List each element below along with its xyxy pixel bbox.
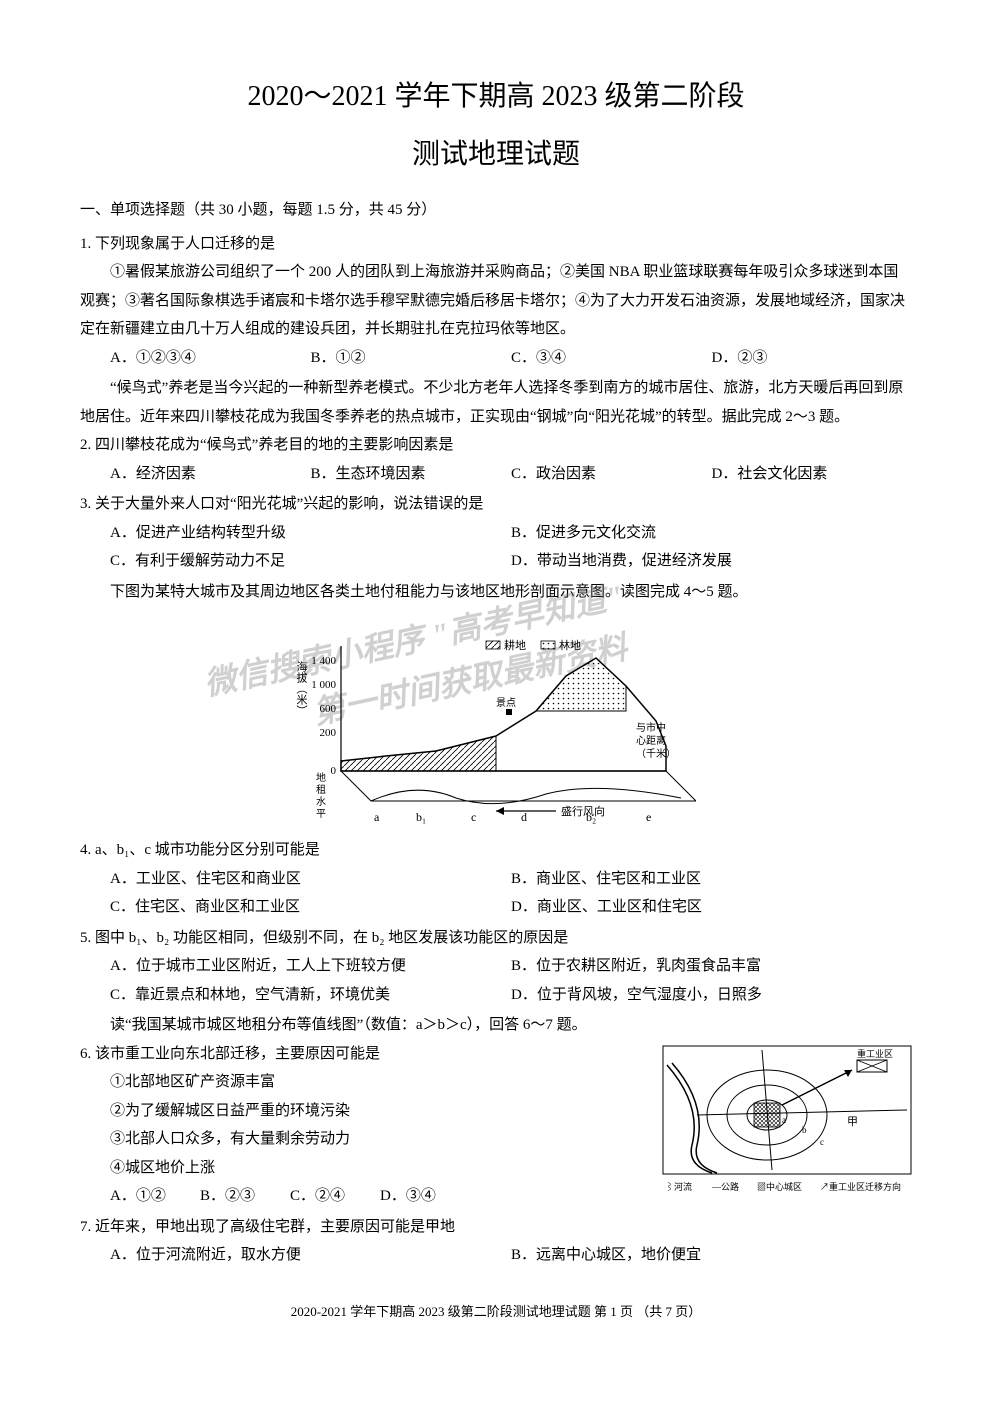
title-line2: 测试地理试题 bbox=[80, 128, 912, 181]
svg-text:耕地: 耕地 bbox=[504, 638, 526, 652]
section-header: 一、单项选择题（共 30 小题，每题 1.5 分，共 45 分） bbox=[80, 196, 912, 225]
q4-opt-b: B．商业区、住宅区和工业区 bbox=[511, 865, 912, 894]
q5-opt-c: C．靠近景点和林地，空气清新，环境优美 bbox=[110, 981, 511, 1010]
svg-text:b₂: b₂ bbox=[586, 810, 596, 824]
q2-opt-b: B．生态环境因素 bbox=[311, 460, 512, 489]
q4-opt-c: C．住宅区、商业区和工业区 bbox=[110, 893, 511, 922]
q2-stem: 2. 四川攀枝花成为“候鸟式”养老目的地的主要影响因素是 bbox=[80, 431, 912, 460]
svg-text:重工业区: 重工业区 bbox=[857, 1048, 893, 1059]
q1-options: A．①②③④ B．①② C．③④ D．②③ bbox=[80, 344, 912, 373]
q3-opt-c: C．有利于缓解劳动力不足 bbox=[110, 547, 511, 576]
q6-opt-d: D．③④ bbox=[380, 1182, 470, 1211]
svg-text:▨中心城区: ▨中心城区 bbox=[757, 1181, 802, 1192]
q3-opt-b: B．促进多元文化交流 bbox=[511, 519, 912, 548]
q4-opt-a: A．工业区、住宅区和商业区 bbox=[110, 865, 511, 894]
q4-options: A．工业区、住宅区和商业区 B．商业区、住宅区和工业区 C．住宅区、商业区和工业… bbox=[80, 865, 912, 922]
svg-text:0: 0 bbox=[331, 765, 337, 777]
q1-opt-a: A．①②③④ bbox=[110, 344, 311, 373]
svg-text:水: 水 bbox=[316, 796, 326, 808]
q2-opt-d: D．社会文化因素 bbox=[712, 460, 913, 489]
svg-text:与市中: 与市中 bbox=[636, 721, 666, 734]
q6-opt-c: C．②④ bbox=[290, 1182, 380, 1211]
q1-opt-c: C．③④ bbox=[511, 344, 712, 373]
q7-opt-b: B．远离中心城区，地价便宜 bbox=[511, 1241, 912, 1270]
q2-options: A．经济因素 B．生态环境因素 C．政治因素 D．社会文化因素 bbox=[80, 460, 912, 489]
svg-text:c: c bbox=[820, 1137, 824, 1147]
passage-4-5: 下图为某特大城市及其周边地区各类土地付租能力与该地区地形剖面示意图。读图完成 4… bbox=[80, 578, 912, 607]
svg-text:甲: 甲 bbox=[847, 1116, 858, 1128]
question-5: 5. 图中 b₁、b₂ 功能区相同，但级别不同，在 b₂ 地区发展该功能区的原因… bbox=[80, 924, 912, 1010]
svg-text:600: 600 bbox=[320, 703, 337, 715]
svg-text:平: 平 bbox=[316, 809, 326, 820]
q1-stem: 1. 下列现象属于人口迁移的是 bbox=[80, 230, 912, 259]
q1-opt-d: D．②③ bbox=[712, 344, 913, 373]
svg-text:a: a bbox=[374, 810, 380, 824]
question-4: 4. a、b₁、c 城市功能分区分别可能是 A．工业区、住宅区和商业区 B．商业… bbox=[80, 836, 912, 922]
svg-text:d: d bbox=[521, 810, 527, 824]
page-footer: 2020-2021 学年下期高 2023 级第二阶段测试地理试题 第 1 页 （… bbox=[80, 1300, 912, 1325]
question-2: 2. 四川攀枝花成为“候鸟式”养老目的地的主要影响因素是 A．经济因素 B．生态… bbox=[80, 431, 912, 488]
q5-stem: 5. 图中 b₁、b₂ 功能区相同，但级别不同，在 b₂ 地区发展该功能区的原因… bbox=[80, 924, 912, 953]
question-3: 3. 关于大量外来人口对“阳光花城”兴起的影响，说法错误的是 A．促进产业结构转… bbox=[80, 490, 912, 576]
q6-options: A．①② B．②③ C．②④ D．③④ bbox=[80, 1182, 647, 1211]
svg-text:租: 租 bbox=[316, 783, 326, 796]
q5-opt-a: A．位于城市工业区附近，工人上下班较方便 bbox=[110, 952, 511, 981]
svg-text:b₁: b₁ bbox=[416, 810, 426, 824]
q7-options: A．位于河流附近，取水方便 B．远离中心城区，地价便宜 bbox=[80, 1241, 912, 1270]
passage-2-3: “候鸟式”养老是当今兴起的一种新型养老模式。不少北方老年人选择冬季到南方的城市居… bbox=[80, 374, 912, 431]
q7-stem: 7. 近年来，甲地出现了高级住宅群，主要原因可能是甲地 bbox=[80, 1213, 912, 1242]
svg-text:地: 地 bbox=[316, 771, 326, 784]
passage-6-7: 读“我国某城市城区地租分布等值线图”（数值：a＞b＞c），回答 6～7 题。 bbox=[80, 1011, 912, 1040]
q5-opt-d: D．位于背风坡，空气湿度小，日照多 bbox=[511, 981, 912, 1010]
q2-opt-a: A．经济因素 bbox=[110, 460, 311, 489]
q5-options: A．位于城市工业区附近，工人上下班较方便 B．位于农耕区附近，乳肉蛋食品丰富 C… bbox=[80, 952, 912, 1009]
svg-text:c: c bbox=[471, 810, 476, 824]
q3-opt-a: A．促进产业结构转型升级 bbox=[110, 519, 511, 548]
svg-text:盛行风向: 盛行风向 bbox=[561, 804, 605, 818]
q5-opt-b: B．位于农耕区附近，乳肉蛋食品丰富 bbox=[511, 952, 912, 981]
q2-opt-c: C．政治因素 bbox=[511, 460, 712, 489]
svg-text:心距离: 心距离 bbox=[636, 734, 666, 747]
svg-text:b: b bbox=[802, 1125, 807, 1135]
svg-text:海拔（米）: 海拔（米） bbox=[296, 660, 308, 716]
svg-text:（千米）: （千米） bbox=[636, 747, 676, 760]
svg-text:1 400: 1 400 bbox=[311, 655, 336, 667]
svg-text:林地: 林地 bbox=[559, 638, 581, 652]
q6-opt-b: B．②③ bbox=[200, 1182, 290, 1211]
svg-text:↗重工业区迁移方向: ↗重工业区迁移方向 bbox=[820, 1181, 901, 1192]
svg-text:a: a bbox=[782, 1115, 786, 1125]
q4-opt-d: D．商业区、工业区和住宅区 bbox=[511, 893, 912, 922]
q6-opt-a: A．①② bbox=[110, 1182, 200, 1211]
svg-text:景点: 景点 bbox=[496, 697, 516, 709]
question-7: 7. 近年来，甲地出现了高级住宅群，主要原因可能是甲地 A．位于河流附近，取水方… bbox=[80, 1213, 912, 1270]
city-map: a b c 重工业区 甲 ⌇河流 —公路 ▨中心城区 ↗重工业区 bbox=[662, 1045, 912, 1206]
q3-options: A．促进产业结构转型升级 B．促进多元文化交流 C．有利于缓解劳动力不足 D．带… bbox=[80, 519, 912, 576]
q1-body: ①暑假某旅游公司组织了一个 200 人的团队到上海旅游并采购商品；②美国 NBA… bbox=[80, 258, 912, 344]
question-1: 1. 下列现象属于人口迁移的是 ①暑假某旅游公司组织了一个 200 人的团队到上… bbox=[80, 230, 912, 373]
q7-opt-a: A．位于河流附近，取水方便 bbox=[110, 1241, 511, 1270]
q4-stem: 4. a、b₁、c 城市功能分区分别可能是 bbox=[80, 836, 912, 865]
svg-text:—公路: —公路 bbox=[711, 1181, 739, 1192]
q3-stem: 3. 关于大量外来人口对“阳光花城”兴起的影响，说法错误的是 bbox=[80, 490, 912, 519]
title-line1: 2020～2021 学年下期高 2023 级第二阶段 bbox=[80, 70, 912, 123]
svg-text:⌇河流: ⌇河流 bbox=[665, 1181, 692, 1192]
q1-opt-b: B．①② bbox=[311, 344, 512, 373]
q3-opt-d: D．带动当地消费，促进经济发展 bbox=[511, 547, 912, 576]
terrain-chart: 1 400 1 000 600 200 0 海拔（米） 景点 耕地 林地 与市中… bbox=[80, 616, 912, 826]
svg-text:200: 200 bbox=[320, 727, 337, 739]
svg-text:e: e bbox=[646, 810, 651, 824]
svg-text:1 000: 1 000 bbox=[311, 679, 336, 691]
